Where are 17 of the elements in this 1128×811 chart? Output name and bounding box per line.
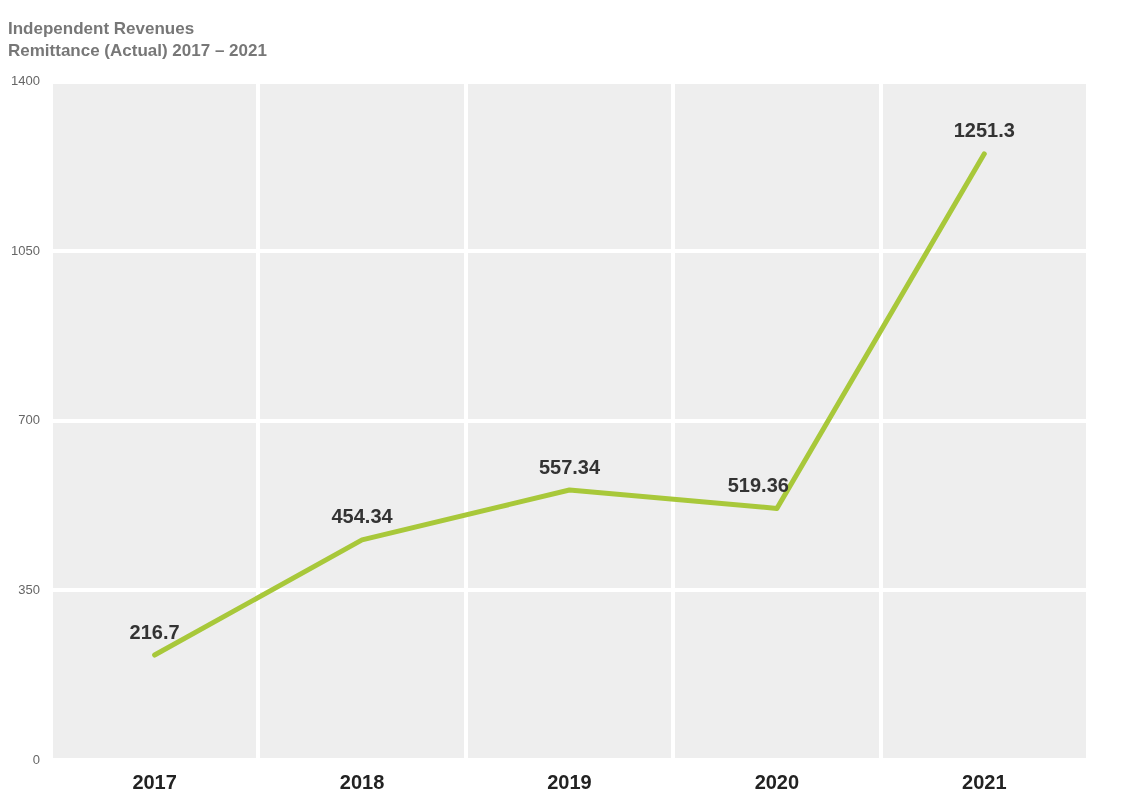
- x-tick-label: 2019: [547, 770, 592, 793]
- y-tick-label: 1050: [11, 242, 40, 258]
- y-tick-label: 1400: [11, 73, 40, 89]
- x-tick-label: 2020: [754, 770, 800, 793]
- chart-subtitle: Remittance (Actual) 2017 – 2021: [8, 41, 267, 61]
- x-tick-label: 2017: [132, 770, 177, 793]
- chart-title: Independent Revenues: [8, 18, 195, 38]
- data-label: 216.7: [129, 620, 180, 643]
- data-label: 557.34: [538, 455, 601, 478]
- data-label: 1251.3: [953, 119, 1015, 142]
- y-tick-label: 0: [32, 751, 40, 767]
- x-tick-label: 2018: [339, 770, 385, 793]
- data-label: 519.36: [727, 473, 789, 496]
- data-label: 454.34: [331, 505, 394, 528]
- x-tick-label: 2021: [962, 770, 1007, 793]
- y-tick-label: 700: [18, 412, 40, 428]
- y-tick-label: 350: [18, 582, 40, 598]
